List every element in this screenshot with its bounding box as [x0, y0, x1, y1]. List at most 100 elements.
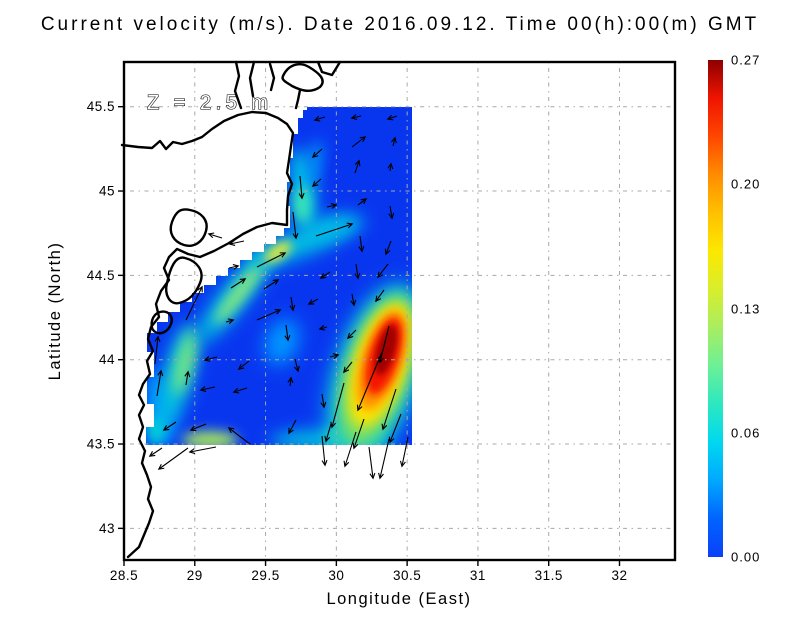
- current-vector-arrow: [388, 205, 395, 220]
- heatmap-blob: [173, 328, 197, 396]
- current-vector-arrow: [352, 418, 365, 450]
- heatmap-blob: [294, 187, 310, 223]
- current-vector-arrow: [237, 360, 250, 370]
- colorbar-tick-label: 0.06: [731, 425, 761, 441]
- x-tick-label: 30.5: [393, 568, 421, 583]
- current-vector-arrow: [228, 240, 245, 246]
- current-vector-arrow: [388, 413, 402, 444]
- current-vector-arrow: [378, 325, 390, 364]
- current-vector-arrow: [225, 318, 235, 325]
- current-vector-arrow: [298, 175, 305, 200]
- current-vector-arrow: [256, 309, 282, 321]
- heatmap-blob: [307, 140, 323, 184]
- x-tick-label: 30: [328, 568, 344, 583]
- current-vector-arrow: [326, 203, 338, 209]
- current-vector-arrow: [307, 298, 319, 305]
- plot-title: Current velocity (m/s). Date 2016.09.12.…: [40, 14, 760, 35]
- current-vector-arrow: [232, 387, 248, 394]
- current-vector-arrow: [354, 159, 361, 174]
- heatmap-blob: [214, 260, 266, 324]
- heatmap-blob: [182, 431, 238, 445]
- current-vector-arrow: [256, 252, 287, 268]
- colorbar-tick-label: 0.13: [731, 301, 761, 316]
- y-tick-label: 44: [99, 352, 115, 367]
- current-vector-arrow: [324, 423, 332, 443]
- current-vector-arrow: [330, 382, 345, 429]
- current-vector-arrow: [157, 447, 189, 470]
- y-tick-label: 44.5: [87, 268, 115, 283]
- current-vector-arrow: [346, 329, 357, 340]
- y-tick-label: 45.5: [87, 99, 115, 114]
- x-tick-label: 31: [470, 568, 486, 583]
- current-vector-arrow: [357, 198, 368, 206]
- current-vector-arrow: [343, 361, 353, 374]
- coastline-path: [169, 208, 208, 247]
- coastline-path: [281, 60, 342, 110]
- current-vector-arrow: [320, 393, 327, 409]
- colorbar-tick-label: 0.20: [731, 176, 761, 192]
- current-vector-arrow: [311, 148, 323, 159]
- current-vector-arrow: [148, 447, 163, 457]
- current-vector-arrow: [207, 232, 223, 239]
- current-vector-arrow: [188, 446, 217, 455]
- x-tick-label: 31.5: [535, 568, 563, 583]
- current-vector-arrow: [384, 240, 392, 256]
- coastline: [120, 60, 342, 559]
- y-tick-label: 43.5: [87, 437, 115, 452]
- coastline-path: [120, 110, 295, 559]
- coastline-path: [233, 60, 276, 110]
- x-axis-tick-labels: 28.5 29 29.5 30 30.5 31 31.5 32: [110, 568, 627, 583]
- coastline-path: [165, 256, 203, 305]
- current-vector-arrow: [294, 358, 300, 373]
- colorbar: [708, 60, 723, 557]
- current-vector-arrow: [284, 324, 291, 342]
- current-vector-arrow: [185, 285, 203, 321]
- x-tick-label: 28.5: [110, 568, 138, 583]
- x-axis-title: Longitude (East): [326, 590, 471, 608]
- y-tick-label: 43: [99, 521, 115, 536]
- x-tick-label: 29: [187, 568, 203, 583]
- current-vector-arrow: [319, 271, 331, 279]
- x-tick-label: 29.5: [251, 568, 279, 583]
- y-axis-title: Latitude (North): [46, 242, 64, 381]
- current-vector-arrows: [148, 114, 409, 480]
- colorbar-tick-label: 0.00: [731, 549, 761, 565]
- current-vector-arrow: [263, 279, 280, 290]
- current-vector-arrow: [351, 136, 367, 148]
- depth-annotation: Z = 2.5 m: [147, 92, 273, 114]
- current-vector-arrow: [387, 162, 394, 172]
- y-tick-label: 45: [99, 184, 115, 199]
- current-vector-arrow: [227, 427, 251, 445]
- current-vector-arrow: [287, 376, 294, 387]
- current-vector-arrow: [354, 263, 361, 280]
- current-vector-arrow: [289, 296, 296, 312]
- current-vector-arrow: [184, 370, 191, 386]
- current-vector-arrow: [292, 211, 299, 240]
- velocity-heatmap: [146, 107, 412, 445]
- current-vector-arrow: [350, 114, 362, 120]
- current-vector-arrow: [386, 114, 398, 121]
- current-vector-arrow: [368, 446, 376, 480]
- current-vector-arrow: [203, 356, 218, 362]
- current-vector-arrow: [377, 263, 389, 279]
- current-vector-arrow: [391, 136, 397, 147]
- x-tick-label: 32: [611, 568, 627, 583]
- current-vector-arrow: [358, 235, 365, 253]
- current-vector-arrow: [381, 388, 397, 431]
- current-vector-arrow: [399, 436, 409, 468]
- current-vector-arrow: [311, 178, 322, 188]
- current-vector-arrow: [378, 438, 390, 480]
- colorbar-tick-label: 0.27: [731, 52, 761, 68]
- current-vector-arrow: [375, 289, 385, 303]
- current-vector-arrow: [329, 353, 340, 359]
- heatmap-blob: [264, 241, 292, 263]
- current-vector-arrow: [199, 386, 216, 392]
- graticule-gridlines: [124, 62, 675, 560]
- heatmap-blob: [264, 318, 300, 366]
- current-vector-arrow: [313, 115, 326, 122]
- current-vector-arrow: [321, 435, 328, 467]
- current-vector-arrow: [288, 419, 297, 435]
- current-vector-arrow: [315, 222, 354, 237]
